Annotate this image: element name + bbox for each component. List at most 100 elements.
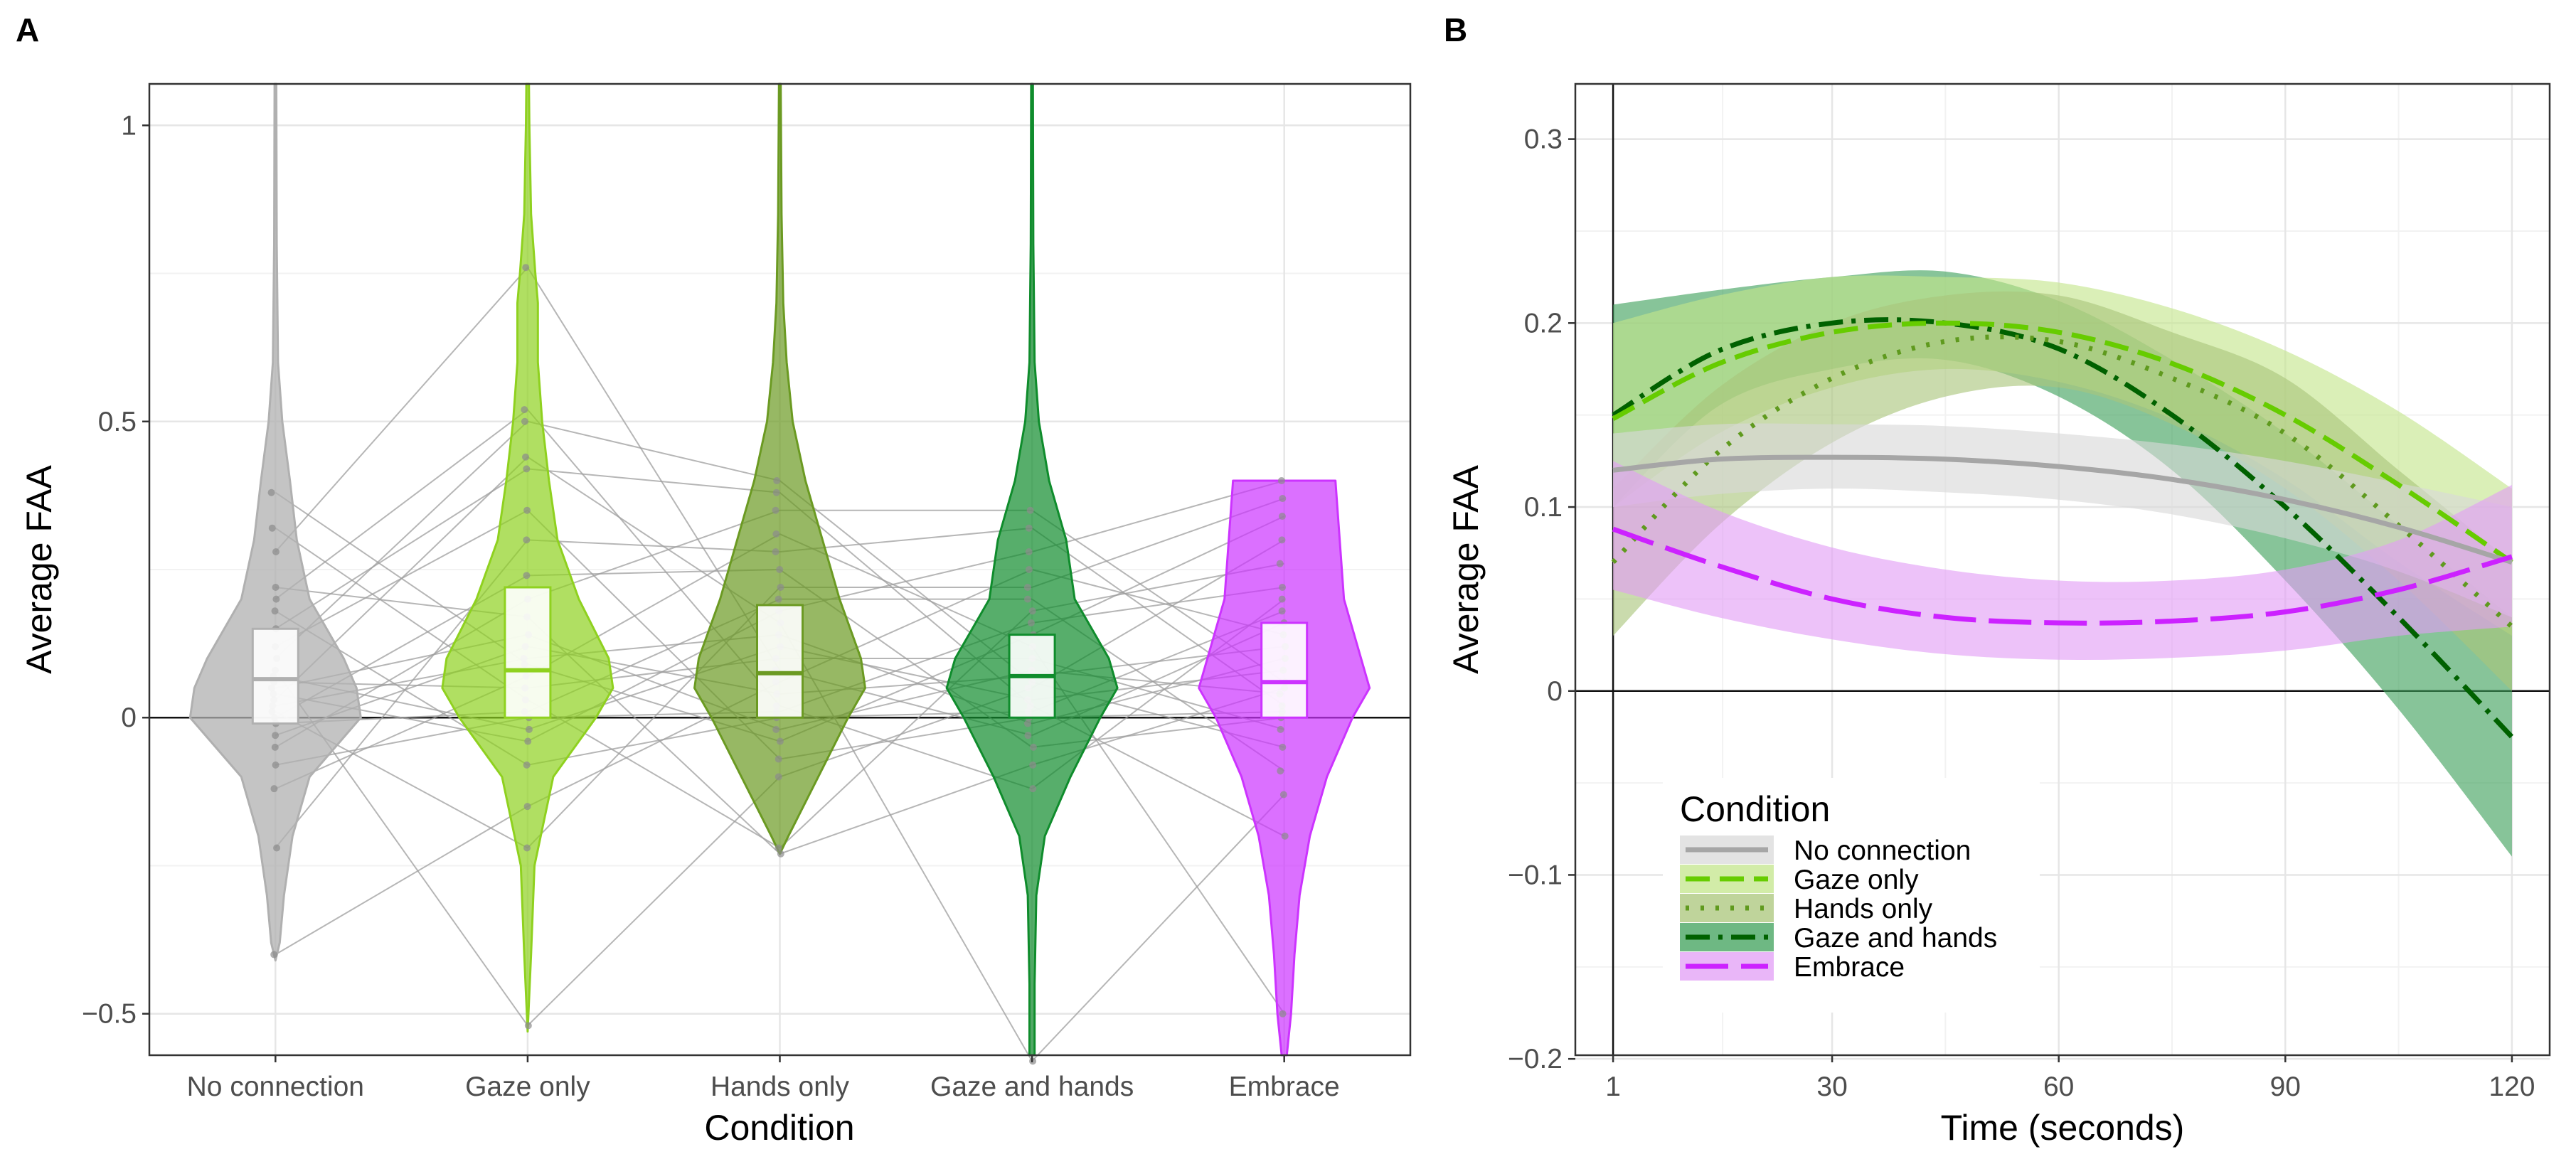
data-point bbox=[1281, 832, 1289, 840]
data-point bbox=[772, 530, 780, 538]
data-point bbox=[272, 548, 280, 556]
data-point bbox=[523, 572, 531, 580]
subject-line bbox=[527, 776, 781, 1027]
violin-embrace bbox=[1198, 479, 1371, 1057]
legend-label: Gaze only bbox=[1794, 865, 1919, 895]
data-point bbox=[776, 737, 784, 745]
y-tick-label: 0.3 bbox=[1524, 124, 1563, 155]
data-point bbox=[522, 264, 530, 272]
y-tick-label: 0.2 bbox=[1524, 308, 1563, 338]
panel-b-tag: B bbox=[1444, 11, 1467, 48]
boxplot-box bbox=[1260, 621, 1309, 719]
panel-a-boxes bbox=[251, 586, 1309, 725]
panel-a-x-ticks: No connection Gaze only Hands only Gaze and… bbox=[187, 1055, 1340, 1102]
data-point bbox=[1023, 595, 1031, 603]
boxplot-box bbox=[756, 604, 804, 719]
x-tick-label: Gaze only bbox=[465, 1072, 590, 1102]
data-point bbox=[1029, 761, 1037, 769]
subject-line bbox=[275, 806, 528, 956]
data-point bbox=[523, 465, 531, 473]
data-point bbox=[523, 536, 531, 544]
legend-title: Condition bbox=[1680, 789, 1830, 829]
legend-label: Hands only bbox=[1794, 894, 1933, 924]
data-point bbox=[1027, 619, 1035, 626]
legend-label: No connection bbox=[1794, 835, 1971, 866]
subject-line bbox=[1031, 794, 1285, 1062]
x-tick-label: 1 bbox=[1605, 1072, 1621, 1102]
panel-b-border bbox=[1574, 82, 2551, 1057]
data-point bbox=[775, 595, 782, 603]
data-point bbox=[270, 951, 278, 959]
y-tick-label: 0 bbox=[1547, 676, 1563, 707]
data-point bbox=[1025, 566, 1033, 573]
data-point bbox=[1277, 477, 1285, 485]
data-point bbox=[271, 743, 279, 751]
data-point bbox=[1276, 560, 1284, 567]
data-point bbox=[1278, 607, 1286, 615]
data-point bbox=[524, 1022, 532, 1030]
x-tick-label: Hands only bbox=[710, 1072, 850, 1102]
data-point bbox=[775, 755, 782, 763]
data-point bbox=[1029, 743, 1037, 751]
data-point bbox=[272, 732, 280, 739]
x-tick-label: Embrace bbox=[1229, 1072, 1340, 1102]
data-point bbox=[1028, 607, 1036, 615]
panel-a-y-ticks: −0.5 0 0.5 1 bbox=[82, 110, 149, 1030]
panel-a-tag: A bbox=[16, 11, 39, 48]
legend-label: Embrace bbox=[1794, 952, 1905, 983]
legend-item: Gaze and hands bbox=[1680, 923, 1997, 954]
x-tick-label: 60 bbox=[2043, 1072, 2074, 1102]
trend-line bbox=[1612, 526, 2513, 626]
panel-b-x-ticks: 1 30 60 90 120 bbox=[1605, 1055, 2535, 1102]
data-point bbox=[1026, 506, 1034, 514]
y-tick-label: 0.5 bbox=[98, 407, 137, 437]
legend-item: No connection bbox=[1680, 835, 1971, 866]
legend-item: Gaze only bbox=[1680, 865, 1919, 895]
data-point bbox=[1025, 548, 1033, 556]
legend-item: Embrace bbox=[1680, 952, 1905, 983]
x-tick-label: 30 bbox=[1816, 1072, 1847, 1102]
data-point bbox=[1277, 767, 1284, 775]
boxplot-box bbox=[504, 586, 552, 719]
data-point bbox=[772, 725, 780, 733]
y-tick-label: −0.1 bbox=[1508, 860, 1563, 890]
subject-line bbox=[275, 267, 528, 552]
subject-line bbox=[779, 764, 1033, 855]
data-point bbox=[1277, 725, 1284, 733]
data-point bbox=[1279, 1010, 1287, 1018]
subject-line bbox=[527, 468, 780, 493]
data-point bbox=[1278, 595, 1286, 603]
x-tick-label: 90 bbox=[2270, 1072, 2301, 1102]
data-point bbox=[1025, 524, 1033, 532]
data-point bbox=[268, 524, 276, 532]
y-tick-label: −0.5 bbox=[82, 999, 137, 1030]
panel-b-trend-lines bbox=[1611, 317, 2514, 739]
trend-line bbox=[1612, 320, 2513, 565]
legend-key-band bbox=[1680, 894, 1774, 922]
trend-line bbox=[1612, 317, 2514, 739]
trend-line bbox=[1612, 454, 2513, 565]
data-point bbox=[776, 566, 784, 573]
data-point bbox=[773, 477, 781, 485]
data-point bbox=[777, 583, 784, 591]
boxplot-box bbox=[251, 627, 299, 725]
data-point bbox=[522, 453, 530, 461]
data-point bbox=[272, 583, 280, 591]
data-point bbox=[523, 506, 531, 514]
data-point bbox=[525, 725, 533, 733]
data-point bbox=[775, 844, 782, 852]
panel-b-y-axis-title: Average FAA bbox=[1446, 465, 1486, 674]
data-point bbox=[272, 595, 280, 603]
panel-a: A −0.5 0 0.5 1 No connection Gaze only Hands … bbox=[16, 11, 1412, 1148]
data-point bbox=[775, 773, 782, 781]
legend-label: Gaze and hands bbox=[1794, 923, 1997, 954]
data-point bbox=[524, 737, 532, 745]
data-point bbox=[1278, 513, 1286, 520]
data-point bbox=[772, 488, 780, 496]
panel-b: B −0.2 −0.1 0 0.1 0.2 0.3 1 30 60 90 120 Time (se… bbox=[1444, 11, 2551, 1148]
data-point bbox=[1279, 583, 1287, 591]
data-point bbox=[521, 417, 528, 425]
